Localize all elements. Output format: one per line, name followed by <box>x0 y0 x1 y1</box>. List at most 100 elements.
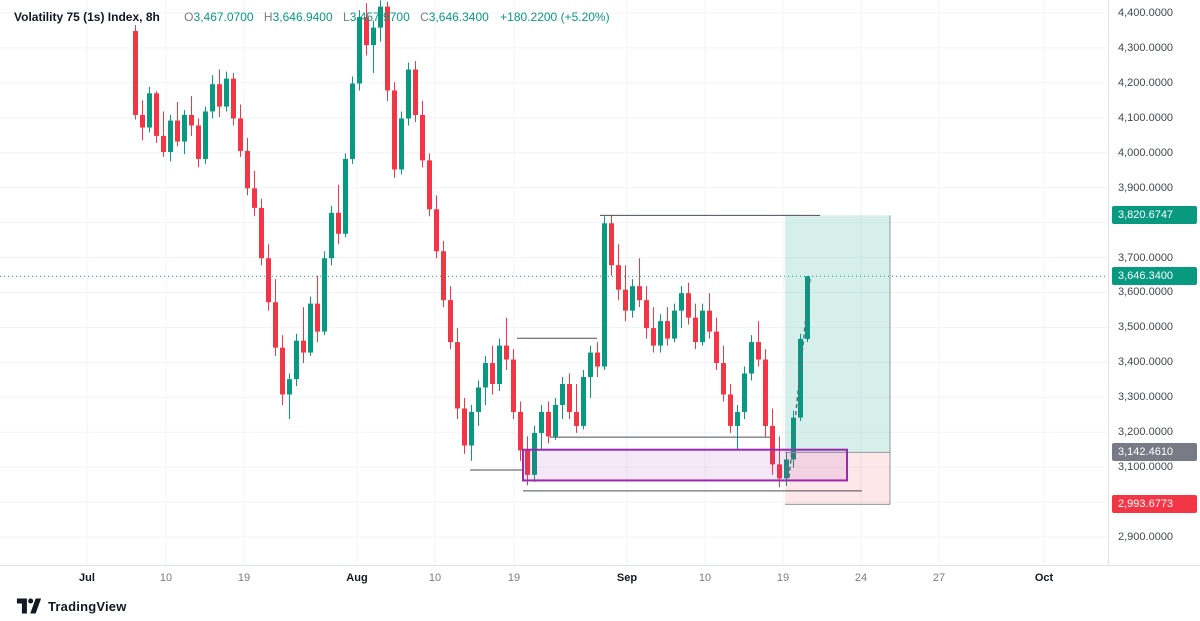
candle <box>651 307 656 353</box>
chart-canvas[interactable] <box>0 0 1108 565</box>
candle <box>266 244 271 311</box>
price-axis-label: 3,200.0000 <box>1118 426 1174 439</box>
candle <box>469 404 474 461</box>
candle <box>364 3 369 56</box>
candle <box>217 69 222 118</box>
candle <box>707 293 712 339</box>
candle <box>441 240 446 308</box>
candle <box>798 333 803 422</box>
candle <box>497 338 502 391</box>
candle <box>385 1 390 101</box>
trend-dashed-line[interactable] <box>788 278 811 478</box>
candle <box>399 111 404 175</box>
candle <box>756 321 761 367</box>
tradingview-logo[interactable]: TradingView <box>16 596 127 616</box>
candle <box>350 76 355 164</box>
candle <box>329 205 334 266</box>
price-axis-label: 3,900.0000 <box>1118 181 1174 194</box>
candle <box>301 307 306 364</box>
close-value: 3,646.3400 <box>428 10 489 24</box>
candle <box>532 425 537 482</box>
candle <box>567 373 572 419</box>
time-axis-label: 19 <box>237 572 251 584</box>
price-axis-label: 3,700.0000 <box>1118 251 1174 264</box>
time-axis-label: Sep <box>616 572 638 584</box>
candle <box>581 370 586 430</box>
candle <box>672 303 677 343</box>
candle <box>476 380 481 426</box>
time-axis-label: 10 <box>698 572 712 584</box>
candle <box>168 114 173 162</box>
candle <box>427 153 432 217</box>
long-stop-zone[interactable] <box>785 452 890 505</box>
time-axis-label: Oct <box>1034 572 1054 584</box>
price-axis-label: 3,500.0000 <box>1118 321 1174 334</box>
price-axis[interactable]: 4,400.0000 4,300.0000 4,200.0000 4,100.0000… <box>1108 0 1200 565</box>
candle <box>189 96 194 136</box>
candle <box>175 102 180 147</box>
candle <box>406 62 411 126</box>
candle <box>483 356 488 405</box>
candle <box>588 345 593 398</box>
candle <box>623 265 628 322</box>
open-value: 3,467.0700 <box>193 10 254 24</box>
candle <box>735 404 740 451</box>
price-axis-label: 4,300.0000 <box>1118 41 1174 54</box>
long-profit-zone[interactable] <box>785 215 890 453</box>
candle <box>637 258 642 308</box>
candle <box>147 87 152 133</box>
time-axis-label: 10 <box>428 572 442 584</box>
candle <box>245 138 250 196</box>
candle <box>658 314 663 353</box>
candle <box>420 100 425 168</box>
last-price-badge: 3,646.3400 <box>1112 267 1197 286</box>
candle <box>525 436 530 486</box>
change-value: +180.2200 (+5.20%) <box>500 10 610 24</box>
price-axis-label: 3,300.0000 <box>1118 391 1174 404</box>
rectangle-drawing[interactable] <box>522 448 848 482</box>
price-axis-label: 4,100.0000 <box>1118 111 1174 124</box>
candle <box>294 333 299 387</box>
candle <box>742 366 747 419</box>
candle <box>462 397 467 454</box>
candle <box>133 25 138 120</box>
time-axis[interactable]: Jul 10 19 Aug 10 19 Sep 10 19 24 27 Oct <box>0 565 1200 593</box>
time-axis-label: Aug <box>346 572 368 584</box>
open-label: O <box>184 10 194 24</box>
candle <box>686 282 691 325</box>
high-label: H <box>263 10 273 24</box>
candle <box>511 349 516 419</box>
price-axis-label: 2,900.0000 <box>1118 531 1174 544</box>
price-axis-label: 3,600.0000 <box>1118 286 1174 299</box>
time-axis-label: 19 <box>776 572 790 584</box>
candle <box>287 373 292 419</box>
candle <box>714 317 719 371</box>
candle <box>539 404 544 451</box>
candle <box>574 384 579 433</box>
candle <box>504 317 509 371</box>
price-axis-label: 4,400.0000 <box>1118 6 1174 19</box>
candle <box>434 195 439 259</box>
chart-pane[interactable]: Volatility 75 (1s) Index, 8h O3,467.0700… <box>0 0 1108 565</box>
candle <box>210 75 215 119</box>
candle <box>770 408 775 475</box>
symbol-legend: Volatility 75 (1s) Index, 8h O3,467.0700… <box>14 10 610 24</box>
candle <box>413 61 418 122</box>
candle <box>616 244 621 301</box>
candle <box>378 0 383 42</box>
target-price-badge: 3,820.6747 <box>1112 206 1197 225</box>
symbol-title[interactable]: Volatility 75 (1s) Index, 8h <box>14 10 160 24</box>
price-axis-label: 4,200.0000 <box>1118 76 1174 89</box>
candle <box>693 303 698 350</box>
stop-price-badge: 2,993.6773 <box>1112 495 1197 514</box>
candle <box>721 345 726 402</box>
candle <box>238 104 243 157</box>
candle <box>630 279 635 318</box>
candle <box>357 10 362 91</box>
candle <box>763 349 768 437</box>
time-axis-label: 24 <box>854 572 868 584</box>
candle <box>315 275 320 343</box>
candle <box>203 106 208 164</box>
entry-price-badge: 3,142.4610 <box>1112 443 1197 462</box>
